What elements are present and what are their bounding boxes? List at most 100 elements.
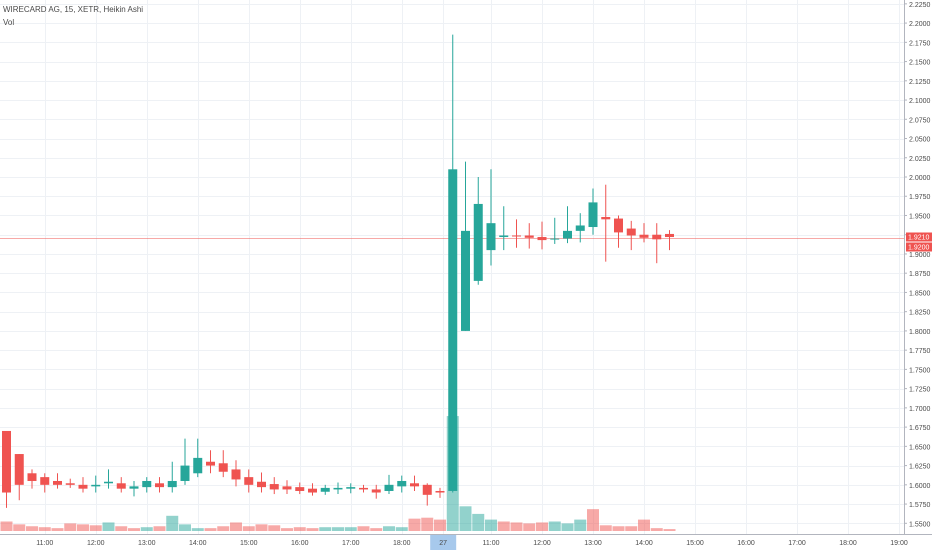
volume-bar[interactable]: [587, 509, 599, 531]
volume-bar[interactable]: [242, 526, 255, 531]
volume-bar[interactable]: [140, 527, 153, 531]
candle-body[interactable]: [550, 238, 560, 240]
candle-body[interactable]: [231, 469, 241, 480]
candle-body[interactable]: [537, 237, 547, 241]
candle-body[interactable]: [486, 223, 496, 251]
candle-body[interactable]: [448, 169, 458, 491]
volume-bar[interactable]: [51, 528, 64, 531]
candle-body[interactable]: [397, 480, 407, 487]
candle-body[interactable]: [308, 488, 317, 493]
volume-bar[interactable]: [306, 528, 319, 531]
candle-body[interactable]: [2, 430, 11, 493]
candle-body[interactable]: [206, 461, 215, 466]
candle-body[interactable]: [40, 477, 50, 485]
volume-bar[interactable]: [485, 519, 497, 531]
volume-bar[interactable]: [625, 526, 638, 531]
candle-body[interactable]: [180, 465, 190, 481]
candle-body[interactable]: [320, 487, 330, 492]
candle-body[interactable]: [665, 233, 674, 238]
candle-body[interactable]: [53, 480, 62, 485]
candle-body[interactable]: [563, 230, 572, 239]
volume-bar[interactable]: [179, 524, 191, 531]
volume-bar[interactable]: [510, 522, 523, 531]
candle-body[interactable]: [244, 477, 254, 485]
candle-body[interactable]: [218, 463, 228, 472]
candle-body[interactable]: [410, 483, 419, 487]
volume-bar[interactable]: [472, 513, 485, 531]
volume-bar[interactable]: [153, 526, 166, 531]
volume-bar[interactable]: [357, 526, 370, 531]
candle-body[interactable]: [652, 234, 662, 240]
volume-bar[interactable]: [663, 529, 676, 531]
volume-bar[interactable]: [370, 528, 383, 531]
candle-body[interactable]: [639, 234, 649, 238]
volume-bar[interactable]: [26, 526, 38, 531]
candle-body[interactable]: [257, 481, 266, 488]
candle-body[interactable]: [384, 484, 394, 491]
volume-bar[interactable]: [128, 528, 140, 531]
volume-bar[interactable]: [421, 517, 434, 531]
volume-bar[interactable]: [459, 506, 472, 531]
candle-body[interactable]: [14, 454, 24, 485]
candle-body[interactable]: [435, 490, 445, 493]
volume-bar[interactable]: [217, 526, 230, 531]
volume-bar[interactable]: [434, 519, 446, 531]
candle-body[interactable]: [359, 487, 368, 490]
volume-bar[interactable]: [89, 525, 102, 531]
candle-body[interactable]: [346, 487, 356, 489]
volume-bar[interactable]: [230, 522, 242, 531]
volume-bar[interactable]: [561, 523, 574, 531]
volume-bar[interactable]: [64, 523, 77, 531]
time-axis[interactable]: [0, 534, 932, 550]
candle-body[interactable]: [575, 225, 585, 231]
volume-bar[interactable]: [281, 528, 293, 531]
volume-bar[interactable]: [548, 521, 561, 532]
volume-bar[interactable]: [408, 518, 421, 531]
volume-bar[interactable]: [536, 522, 548, 531]
volume-bar[interactable]: [383, 526, 395, 531]
volume-bar[interactable]: [497, 521, 510, 532]
candle-body[interactable]: [269, 484, 279, 490]
candle-body[interactable]: [371, 489, 381, 493]
volume-bar[interactable]: [650, 528, 663, 531]
candle-body[interactable]: [512, 235, 521, 237]
candle-body[interactable]: [588, 202, 598, 228]
volume-bar[interactable]: [13, 524, 26, 531]
volume-bar[interactable]: [166, 515, 179, 531]
candle-body[interactable]: [65, 483, 75, 485]
volume-bar[interactable]: [319, 527, 332, 531]
candle-body[interactable]: [499, 235, 509, 238]
candle-body[interactable]: [129, 486, 139, 489]
price-axis[interactable]: [904, 0, 932, 550]
candle-body[interactable]: [167, 480, 177, 488]
candle-body[interactable]: [422, 484, 432, 495]
volume-bar[interactable]: [638, 519, 650, 531]
candle-body[interactable]: [91, 484, 101, 487]
volume-bar[interactable]: [115, 526, 128, 531]
candle-body[interactable]: [473, 203, 483, 281]
candle-body[interactable]: [524, 235, 534, 238]
symbol-info[interactable]: WIRECARD AG, 15, XETR, Heikin Ashi: [3, 5, 144, 14]
candle-body[interactable]: [193, 457, 203, 474]
volume-bar[interactable]: [612, 526, 625, 531]
candle-body[interactable]: [27, 473, 37, 481]
volume-bar[interactable]: [255, 524, 268, 531]
volume-bar[interactable]: [38, 527, 51, 531]
candle-body[interactable]: [601, 217, 611, 220]
volume-bar[interactable]: [0, 521, 13, 532]
candle-body[interactable]: [142, 480, 152, 488]
volume-bar[interactable]: [102, 522, 115, 531]
volume-bar[interactable]: [574, 519, 587, 531]
candle-body[interactable]: [116, 483, 126, 489]
candle-body[interactable]: [295, 487, 305, 491]
volume-bar[interactable]: [523, 523, 536, 531]
candle-body[interactable]: [155, 483, 164, 488]
candle-body[interactable]: [614, 218, 623, 233]
volume-bar[interactable]: [204, 528, 217, 531]
volume-bar[interactable]: [293, 527, 306, 531]
candle-body[interactable]: [282, 486, 292, 490]
volume-bar[interactable]: [395, 527, 408, 531]
volume-bar[interactable]: [332, 527, 344, 531]
volume-bar[interactable]: [599, 525, 612, 531]
